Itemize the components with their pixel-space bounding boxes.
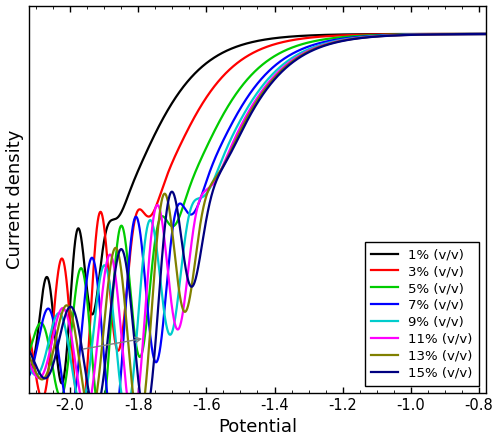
13% (v/v) <box>243 117 249 122</box>
5% (v/v) <box>98 417 103 422</box>
1% (v/v) <box>221 50 227 55</box>
9% (v/v) <box>476 31 482 37</box>
Line: 3% (v/v): 3% (v/v) <box>22 34 492 421</box>
Line: 1% (v/v): 1% (v/v) <box>22 34 492 383</box>
5% (v/v) <box>243 78 249 84</box>
13% (v/v) <box>490 31 496 37</box>
3% (v/v) <box>243 54 249 60</box>
11% (v/v) <box>490 31 496 37</box>
15% (v/v) <box>476 31 482 37</box>
1% (v/v) <box>20 342 26 347</box>
15% (v/v) <box>142 412 148 417</box>
9% (v/v) <box>243 108 249 113</box>
11% (v/v) <box>476 31 482 37</box>
X-axis label: Potential: Potential <box>218 419 297 436</box>
5% (v/v) <box>20 362 26 368</box>
11% (v/v) <box>221 161 227 166</box>
11% (v/v) <box>452 31 458 37</box>
11% (v/v) <box>130 419 136 424</box>
Line: 9% (v/v): 9% (v/v) <box>22 34 492 412</box>
7% (v/v) <box>110 425 116 431</box>
1% (v/v) <box>452 31 458 37</box>
Line: 11% (v/v): 11% (v/v) <box>22 34 492 421</box>
13% (v/v) <box>20 340 26 346</box>
15% (v/v) <box>217 170 223 175</box>
5% (v/v) <box>490 31 496 37</box>
9% (v/v) <box>490 31 496 37</box>
3% (v/v) <box>452 31 458 37</box>
7% (v/v) <box>221 137 227 142</box>
7% (v/v) <box>476 31 482 37</box>
13% (v/v) <box>217 169 223 174</box>
1% (v/v) <box>243 41 249 46</box>
11% (v/v) <box>243 114 249 119</box>
3% (v/v) <box>20 317 26 322</box>
5% (v/v) <box>217 118 223 123</box>
1% (v/v) <box>361 31 367 37</box>
7% (v/v) <box>490 31 496 37</box>
13% (v/v) <box>361 35 367 40</box>
11% (v/v) <box>361 34 367 40</box>
9% (v/v) <box>221 152 227 158</box>
3% (v/v) <box>361 32 367 37</box>
7% (v/v) <box>361 34 367 39</box>
11% (v/v) <box>20 344 26 350</box>
5% (v/v) <box>361 33 367 38</box>
13% (v/v) <box>136 420 142 425</box>
1% (v/v) <box>217 51 223 57</box>
5% (v/v) <box>452 31 458 37</box>
9% (v/v) <box>124 410 130 415</box>
Line: 7% (v/v): 7% (v/v) <box>22 34 492 428</box>
15% (v/v) <box>243 121 249 126</box>
9% (v/v) <box>361 34 367 40</box>
3% (v/v) <box>78 419 84 424</box>
Line: 15% (v/v): 15% (v/v) <box>22 34 492 414</box>
3% (v/v) <box>490 31 496 37</box>
15% (v/v) <box>452 31 458 37</box>
7% (v/v) <box>20 372 26 377</box>
Line: 5% (v/v): 5% (v/v) <box>22 34 492 419</box>
3% (v/v) <box>217 77 223 82</box>
1% (v/v) <box>490 31 496 37</box>
11% (v/v) <box>217 169 223 175</box>
1% (v/v) <box>58 381 64 386</box>
15% (v/v) <box>490 31 496 37</box>
9% (v/v) <box>217 162 223 167</box>
5% (v/v) <box>221 111 227 116</box>
15% (v/v) <box>221 163 227 168</box>
7% (v/v) <box>217 145 223 150</box>
1% (v/v) <box>476 31 482 37</box>
7% (v/v) <box>452 31 458 37</box>
13% (v/v) <box>221 162 227 168</box>
9% (v/v) <box>20 349 26 354</box>
9% (v/v) <box>452 31 458 37</box>
5% (v/v) <box>476 31 482 37</box>
15% (v/v) <box>361 35 367 40</box>
3% (v/v) <box>221 72 227 78</box>
7% (v/v) <box>243 97 249 102</box>
15% (v/v) <box>20 339 26 344</box>
Line: 13% (v/v): 13% (v/v) <box>22 34 492 423</box>
Legend: 1% (v/v), 3% (v/v), 5% (v/v), 7% (v/v), 9% (v/v), 11% (v/v), 13% (v/v), 15% (v/v: 1% (v/v), 3% (v/v), 5% (v/v), 7% (v/v), … <box>364 241 480 386</box>
13% (v/v) <box>476 31 482 37</box>
13% (v/v) <box>452 31 458 37</box>
3% (v/v) <box>476 31 482 37</box>
Y-axis label: Current density: Current density <box>6 130 24 269</box>
